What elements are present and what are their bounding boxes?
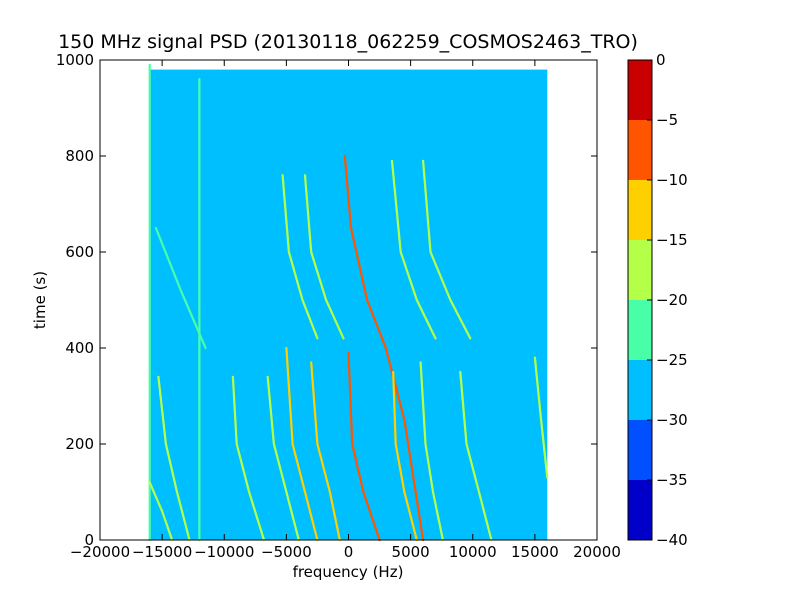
x-tick-label: 20000 xyxy=(573,543,621,561)
x-tick-label: −20000 xyxy=(70,543,130,561)
y-axis: 0 200 400 600 800 1000 xyxy=(56,51,597,549)
signal-trace xyxy=(459,370,493,542)
heatmap-background xyxy=(149,69,548,540)
colorbar-tick-label: −5 xyxy=(656,111,678,129)
colorbar-swatch xyxy=(628,480,652,540)
x-tick-label: 0 xyxy=(344,543,354,561)
colorbar-tick-label: −25 xyxy=(656,351,688,369)
colorbar-swatch xyxy=(628,60,652,120)
colorbar-swatch xyxy=(628,240,652,300)
signal-trace xyxy=(148,481,174,542)
colorbar: 0 −5 −10 −15 −20 −25 −30 −35 −40 xyxy=(627,51,688,549)
colorbar-tick-label: −35 xyxy=(656,471,688,489)
colorbar-tick-label: −40 xyxy=(656,531,688,549)
colorbar-tick-label: −30 xyxy=(656,411,688,429)
x-axis-label: frequency (Hz) xyxy=(293,563,404,581)
y-tick-label: 800 xyxy=(65,147,94,165)
signal-trace xyxy=(303,174,345,340)
heatmap xyxy=(148,63,549,542)
x-tick-label: −10000 xyxy=(194,543,254,561)
plot-area: −20000 −15000 −10000 −5000 0 5000 10000 15000 20… xyxy=(56,51,621,561)
colorbar-swatch xyxy=(628,300,652,360)
colorbar-tick-label: 0 xyxy=(656,51,666,69)
colorbar-swatch xyxy=(628,360,652,420)
x-tick-label: −5000 xyxy=(261,543,312,561)
signal-trace xyxy=(390,159,437,340)
colorbar-swatch xyxy=(628,180,652,240)
x-tick-label: 15000 xyxy=(511,543,559,561)
signal-trace xyxy=(310,361,341,542)
x-tick-label: 10000 xyxy=(449,543,497,561)
x-axis: −20000 −15000 −10000 −5000 0 5000 10000 15000 20… xyxy=(70,60,621,561)
colorbar-swatch xyxy=(628,420,652,480)
y-tick-label: 200 xyxy=(65,435,94,453)
y-axis-label: time (s) xyxy=(31,271,49,329)
y-tick-label: 0 xyxy=(84,531,94,549)
signal-trace xyxy=(392,370,418,542)
signal-trace xyxy=(422,159,472,340)
signal-trace xyxy=(266,375,300,542)
signal-trace xyxy=(157,375,191,542)
colorbar-tick-label: −10 xyxy=(656,171,688,189)
x-tick-label: −15000 xyxy=(132,543,192,561)
signal-trace xyxy=(533,356,549,479)
x-tick-label: 5000 xyxy=(392,543,430,561)
colorbar-swatch xyxy=(628,120,652,180)
signal-trace xyxy=(154,226,207,350)
signal-trace xyxy=(343,154,425,542)
colorbar-tick-label: −20 xyxy=(656,291,688,309)
chart-title: 150 MHz signal PSD (20130118_062259_COSM… xyxy=(58,31,638,53)
signal-trace xyxy=(347,351,381,542)
signal-trace xyxy=(231,375,266,542)
y-tick-label: 400 xyxy=(65,339,94,357)
y-tick-label: 600 xyxy=(65,243,94,261)
signal-trace xyxy=(285,346,319,542)
signal-trace xyxy=(281,174,319,340)
y-tick-label: 1000 xyxy=(56,51,94,69)
colorbar-tick-label: −15 xyxy=(656,231,688,249)
signal-trace xyxy=(419,361,444,542)
